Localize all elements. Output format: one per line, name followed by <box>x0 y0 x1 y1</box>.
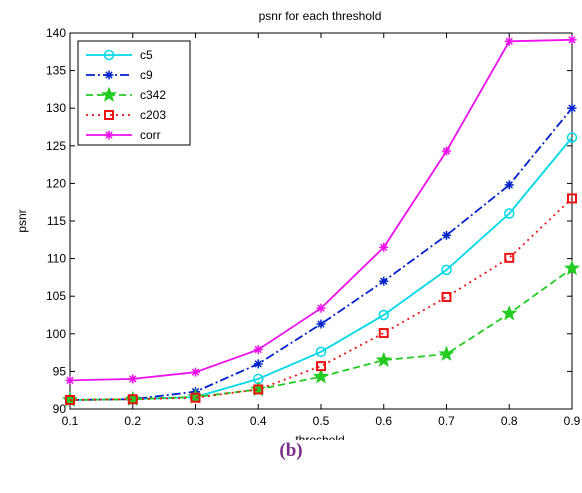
data-point-corr <box>128 374 138 384</box>
x-tick-label: 0.8 <box>501 414 518 428</box>
y-tick-label: 130 <box>46 101 66 115</box>
data-point-c5 <box>566 132 578 143</box>
data-point-corr <box>567 35 577 45</box>
legend-label: c342 <box>140 88 166 102</box>
legend-marker <box>104 130 114 140</box>
y-tick-label: 95 <box>53 364 67 378</box>
data-point-corr <box>442 146 451 156</box>
x-axis-label: threshold <box>295 433 344 440</box>
legend-marker <box>100 86 118 102</box>
series-line-c342 <box>69 267 573 401</box>
x-tick-label: 0.3 <box>187 414 204 428</box>
y-tick-label: 100 <box>46 327 66 341</box>
y-tick-label: 120 <box>46 176 66 190</box>
data-point-corr <box>379 242 389 252</box>
y-tick-label: 105 <box>46 289 66 303</box>
legend-marker <box>104 110 114 120</box>
data-point-corr <box>65 375 75 385</box>
legend-label: c9 <box>140 68 153 82</box>
y-tick-label: 135 <box>46 64 66 78</box>
legend-label: corr <box>140 128 161 142</box>
data-point-corr <box>191 367 200 377</box>
y-tick-label: 140 <box>46 26 66 40</box>
data-point-c203 <box>567 193 577 204</box>
x-tick-label: 0.1 <box>62 414 79 428</box>
chart-title: psnr for each threshold <box>259 9 382 23</box>
data-point-c203 <box>127 394 138 405</box>
x-tick-label: 0.4 <box>250 414 267 428</box>
legend: c5 c9 c342 c203 corr <box>77 40 191 146</box>
data-point-c342 <box>187 388 204 404</box>
data-point-c9 <box>379 276 389 286</box>
series-c203 <box>65 193 577 405</box>
data-point-c5 <box>504 208 515 219</box>
series-c342 <box>61 260 581 407</box>
data-point-c203 <box>190 392 201 403</box>
legend-item-c203: c203 <box>86 108 166 122</box>
data-point-c342 <box>501 305 518 321</box>
data-point-corr <box>253 345 263 355</box>
data-point-corr <box>504 36 514 46</box>
y-axis-label: psnr <box>15 209 29 232</box>
figure-caption: (b) <box>279 440 303 461</box>
legend-item-c9: c9 <box>86 68 153 82</box>
data-point-c9 <box>442 230 451 240</box>
y-axis: 90 95 100 105 110 115 120 125 130 135 140 <box>46 26 572 416</box>
data-point-c9 <box>253 359 263 369</box>
data-point-c9 <box>567 103 577 113</box>
data-point-c203 <box>65 394 75 405</box>
data-point-c203 <box>504 252 515 263</box>
data-point-c342 <box>312 368 330 384</box>
data-point-c5 <box>378 309 389 321</box>
data-point-c342 <box>124 390 141 407</box>
legend-label: c203 <box>140 108 166 122</box>
line-chart: psnr for each threshold 90 95 100 105 110 115… <box>15 9 581 440</box>
legend-item-corr: corr <box>86 128 161 142</box>
y-tick-label: 110 <box>47 252 66 266</box>
legend-marker <box>104 70 114 80</box>
x-tick-label: 0.7 <box>438 414 455 428</box>
legend-item-c5: c5 <box>86 48 153 62</box>
data-point-c203 <box>441 291 452 302</box>
data-point-corr <box>316 303 326 313</box>
y-tick-label: 90 <box>53 402 67 416</box>
data-point-c342 <box>438 345 455 361</box>
legend-box <box>77 40 191 146</box>
data-point-c203 <box>378 328 389 339</box>
legend-label: c5 <box>140 48 153 62</box>
data-point-c203 <box>253 384 264 395</box>
x-axis: 0.1 0.2 0.3 0.4 0.5 0.6 0.7 0.8 0.9 <box>62 33 581 428</box>
data-point-c342 <box>375 351 392 367</box>
data-point-c342 <box>563 260 581 276</box>
series-layer <box>61 35 581 407</box>
data-point-c342 <box>250 380 267 397</box>
x-tick-label: 0.6 <box>375 414 392 428</box>
data-point-c9 <box>504 180 514 190</box>
legend-item-c342: c342 <box>86 86 166 102</box>
y-tick-label: 115 <box>47 214 66 228</box>
data-point-c5 <box>441 264 452 276</box>
x-tick-label: 0.2 <box>124 414 141 428</box>
x-tick-label: 0.9 <box>564 414 581 428</box>
series-corr <box>65 35 577 385</box>
x-tick-label: 0.5 <box>313 414 330 428</box>
data-point-c5 <box>315 346 327 358</box>
data-point-c203 <box>316 361 326 372</box>
data-point-c9 <box>316 319 326 329</box>
y-tick-label: 125 <box>46 139 66 153</box>
legend-marker <box>103 49 115 61</box>
